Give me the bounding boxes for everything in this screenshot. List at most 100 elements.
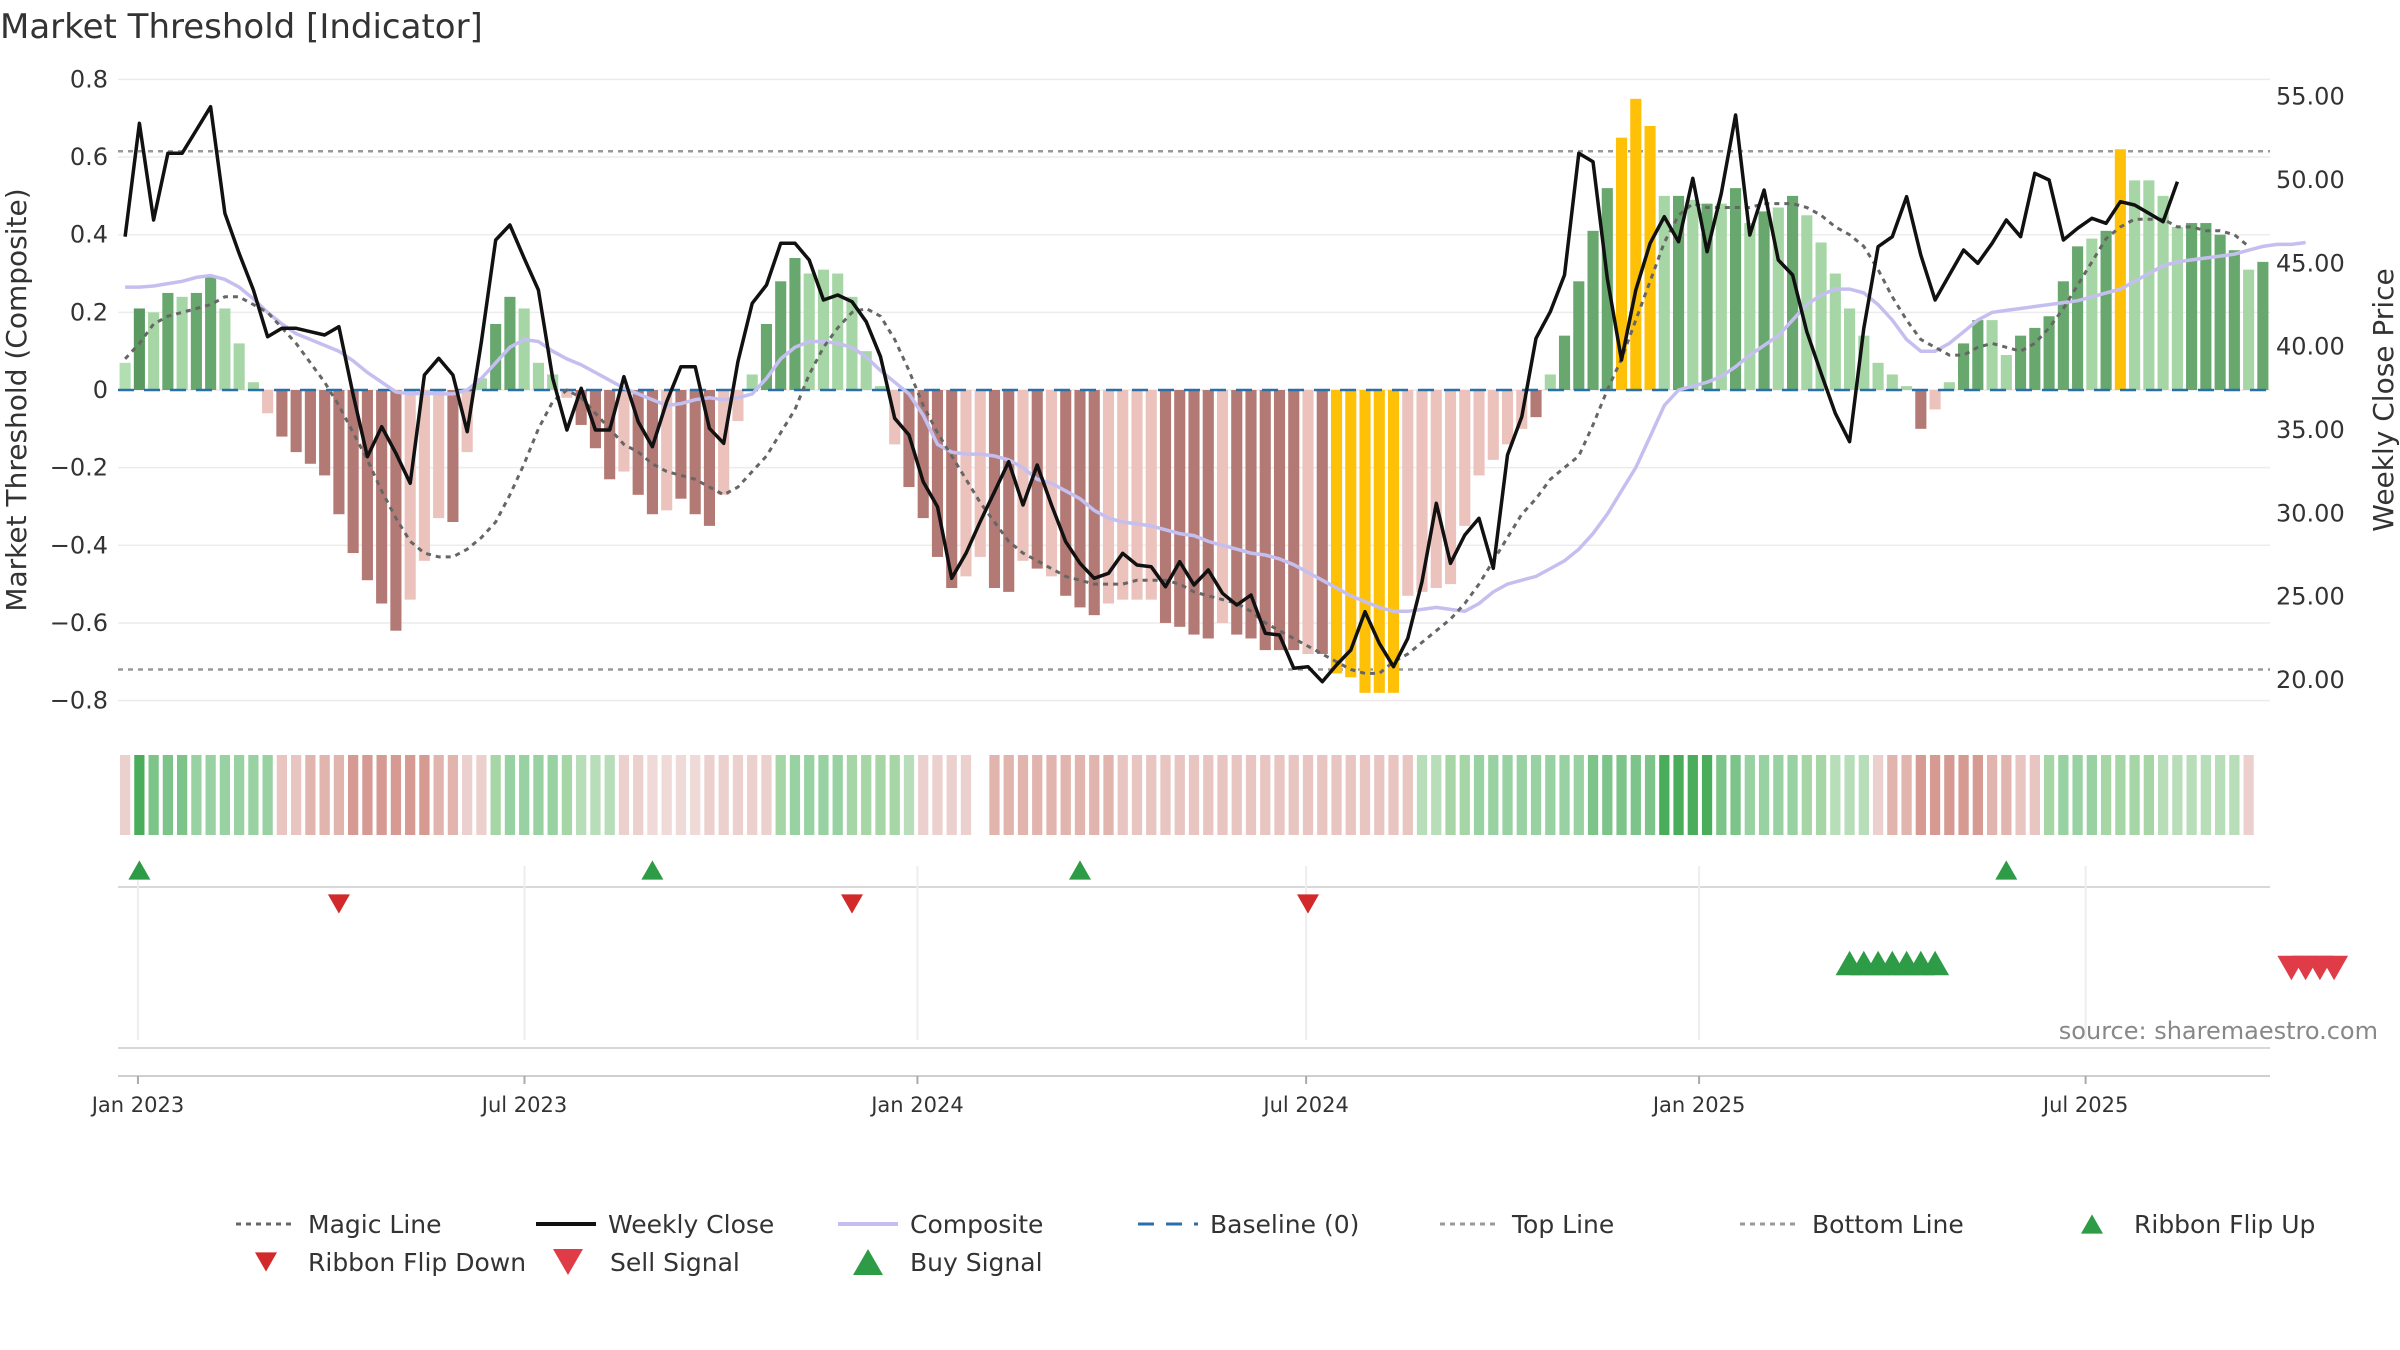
composite-bar: [1630, 98, 1642, 390]
ribbon-cell: [2214, 755, 2226, 835]
legend-item: Ribbon Flip Down: [255, 1248, 526, 1277]
ribbon-cell: [1815, 755, 1827, 835]
composite-bar: [1444, 390, 1457, 585]
ribbon-cell: [1074, 755, 1086, 835]
source-note: source: sharemaestro.com: [2059, 1017, 2378, 1045]
composite-bar: [1102, 390, 1115, 604]
ribbon-cell: [362, 755, 373, 835]
ribbon-cell: [519, 755, 530, 835]
legend-label: Magic Line: [308, 1210, 442, 1239]
composite-bar: [1473, 390, 1485, 476]
ribbon-cell: [846, 755, 858, 835]
ribbon-cell: [1288, 755, 1299, 835]
ribbon-cell: [1530, 755, 1542, 835]
composite-bar: [2029, 327, 2041, 390]
ribbon-cell: [1203, 755, 1214, 835]
composite-bars: [119, 98, 2269, 693]
ribbon-cell: [1217, 755, 1228, 835]
ribbon-cell: [1630, 755, 1641, 835]
ribbon-cell: [2100, 755, 2112, 835]
composite-bar: [1730, 188, 1742, 390]
composite-bar: [347, 390, 359, 554]
ribbon-cell: [1416, 755, 1428, 835]
composite-bar: [133, 308, 145, 390]
ribbon-cell: [390, 755, 402, 835]
ribbon-cell: [804, 755, 815, 835]
composite-bar: [2171, 226, 2183, 390]
x-tick-label: Jan 2023: [90, 1093, 185, 1117]
ribbon-cell: [1616, 755, 1627, 835]
ribbon-cell: [248, 755, 259, 835]
ribbon-cell: [633, 755, 644, 835]
y-tick-label: −0.4: [50, 531, 108, 559]
trend-ribbon: [119, 755, 2254, 835]
ribbon-flip-down-marker: [327, 894, 350, 914]
ribbon-cell: [989, 755, 1000, 835]
composite-bar: [760, 324, 773, 390]
ribbon-cell: [1830, 755, 1841, 835]
composite-bar: [148, 312, 160, 390]
legend-label: Baseline (0): [1210, 1210, 1359, 1239]
composite-bar: [2086, 238, 2098, 390]
ribbon-cell: [1017, 755, 1029, 835]
ribbon-cell: [1929, 755, 1941, 835]
composite-bar: [1402, 390, 1414, 596]
ribbon-cell: [1687, 755, 1698, 835]
ribbon-cell: [1716, 755, 1727, 835]
ribbon-cell: [319, 755, 330, 835]
ribbon-cell: [576, 755, 587, 835]
composite-bar: [1330, 390, 1343, 674]
legend-item: Baseline (0): [1138, 1210, 1359, 1239]
ribbon-cell: [405, 755, 416, 835]
y-tick-label: 0.4: [70, 221, 108, 249]
ribbon-cell: [918, 755, 929, 835]
ribbon-cell: [2172, 755, 2183, 835]
composite-bar: [1017, 390, 1029, 561]
composite-bar: [1245, 390, 1257, 639]
composite-bar: [2143, 180, 2155, 390]
x-tick-label: Jul 2023: [480, 1093, 567, 1117]
legend-label: Bottom Line: [1812, 1210, 1964, 1239]
composite-bar: [319, 390, 331, 476]
composite-bar: [518, 308, 530, 390]
y2-tick-label: 40.00: [2276, 333, 2345, 361]
ribbon-cell: [462, 755, 473, 835]
composite-bar: [475, 378, 487, 390]
ribbon-cell: [1003, 755, 1014, 835]
composite-bar: [1615, 137, 1628, 390]
composite-bar: [960, 390, 972, 577]
ribbon-cell: [276, 755, 288, 835]
composite-bar: [1373, 390, 1385, 693]
composite-bar: [1815, 242, 1827, 390]
y-tick-label: 0.2: [70, 298, 108, 326]
composite-bar: [2114, 149, 2126, 390]
composite-bar: [689, 390, 701, 515]
ribbon-cell: [1317, 755, 1328, 835]
ribbon-cell: [433, 755, 444, 835]
composite-line: [125, 240, 2306, 614]
legend-label: Buy Signal: [910, 1248, 1043, 1277]
legend-item: Bottom Line: [1740, 1210, 1964, 1239]
composite-bar: [1886, 374, 1898, 390]
ribbon-cell: [1231, 755, 1242, 835]
legend-label: Weekly Close: [608, 1210, 774, 1239]
ribbon-cell: [1046, 755, 1057, 835]
composite-bar: [532, 362, 544, 390]
ribbon-cell: [747, 755, 758, 835]
composite-bar: [2243, 269, 2255, 390]
composite-bar: [1872, 362, 1884, 390]
ribbon-cell: [889, 755, 900, 835]
ribbon-cell: [932, 755, 943, 835]
ribbon-cell: [1245, 755, 1257, 835]
ribbon-cell: [861, 755, 872, 835]
ribbon-cell: [1089, 755, 1100, 835]
ribbon-cell: [1673, 755, 1684, 835]
composite-bar: [490, 324, 502, 390]
ribbon-cell: [1516, 755, 1527, 835]
ribbon-cell: [134, 755, 145, 835]
composite-bar: [817, 269, 830, 390]
ribbon-cell: [2129, 755, 2140, 835]
composite-bar: [2257, 261, 2269, 390]
y-axis-left-ticks: −0.8 −0.6 −0.4 −0.2 0 0.2 0.4 0.6 0.8: [50, 65, 108, 714]
composite-bar: [447, 390, 459, 522]
